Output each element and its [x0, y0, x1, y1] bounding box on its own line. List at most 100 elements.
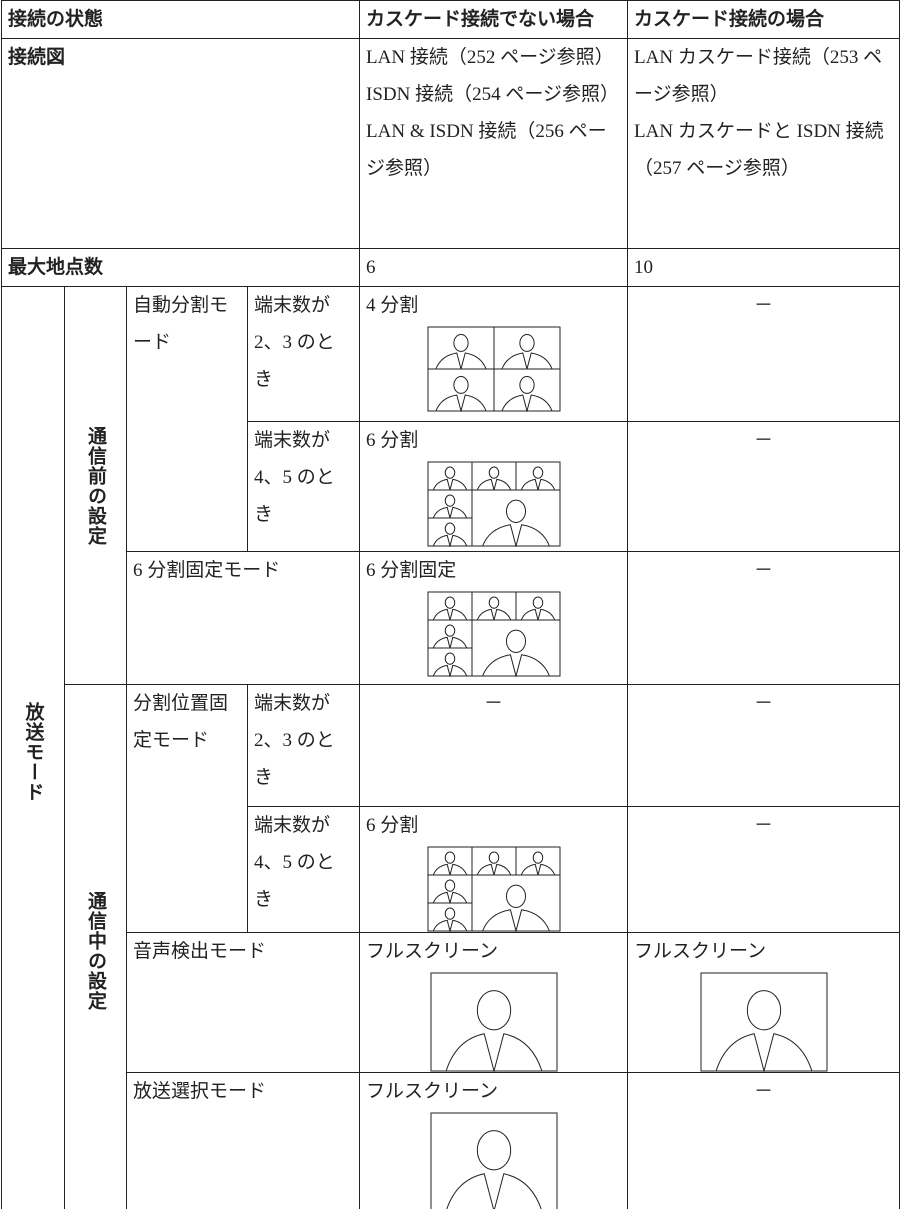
- head: [488, 596, 499, 609]
- mode-name: 分割位置固定モード: [126, 684, 248, 933]
- shoulders: [432, 919, 467, 932]
- mode-name: 放送選択モード: [125, 1072, 361, 1209]
- layout-text: フルスクリーン: [366, 1081, 499, 1102]
- screen-thumbnail: [430, 1112, 558, 1209]
- mode-name: 6 分割固定モード: [125, 551, 361, 685]
- head: [518, 376, 535, 394]
- head: [444, 624, 455, 637]
- layout-text: 6 分割: [366, 815, 419, 836]
- head: [444, 879, 455, 892]
- frame: [471, 489, 561, 547]
- frame: [427, 647, 473, 677]
- mode-name: 音声検出モード: [125, 932, 361, 1073]
- cell: フルスクリーン: [359, 1072, 629, 1209]
- layout-text: 6 分割固定: [366, 560, 457, 581]
- layout-text: フルスクリーン: [366, 941, 499, 962]
- cell: フルスクリーン: [627, 932, 900, 1073]
- head: [532, 596, 543, 609]
- thumbnail: [430, 1112, 558, 1209]
- thumbnail: [427, 326, 561, 412]
- header-cell: 接続の状態: [0, 0, 361, 39]
- header-cell: カスケード接続でない場合: [359, 0, 629, 39]
- condition: 端末数が 4、5 のとき: [246, 421, 361, 552]
- shoulders: [715, 1033, 812, 1072]
- reference: LAN カスケード接続（253 ページ参照）: [634, 47, 883, 105]
- frame: [427, 368, 495, 412]
- condition: 端末数が 4、5 のとき: [246, 806, 361, 933]
- head: [444, 522, 455, 535]
- screen-thumbnail: [427, 591, 561, 677]
- shoulders: [434, 394, 487, 412]
- head: [505, 629, 526, 653]
- condition: 端末数が 2、3 のとき: [246, 286, 361, 422]
- head: [532, 851, 543, 864]
- reference: LAN 接続（252 ページ参照）: [366, 47, 614, 68]
- frame: [471, 619, 561, 677]
- header-cell: カスケード接続の場合: [627, 0, 900, 39]
- frame: [427, 846, 473, 876]
- mode-name: 自動分割モード: [126, 286, 248, 552]
- screen-thumbnail: [427, 846, 561, 932]
- frame: [700, 972, 828, 1072]
- head: [444, 851, 455, 864]
- cell: フルスクリーン: [359, 932, 629, 1073]
- shoulders: [432, 534, 467, 547]
- frame: [471, 461, 517, 491]
- frame: [427, 874, 473, 904]
- cell: －: [627, 421, 900, 552]
- thumbnail: [427, 461, 561, 547]
- head: [452, 376, 469, 394]
- frame: [427, 326, 495, 370]
- frame: [427, 489, 473, 519]
- frame: [515, 591, 561, 621]
- screen-thumbnail: [700, 972, 828, 1072]
- head: [452, 334, 469, 352]
- cell: 6 分割固定: [359, 551, 629, 685]
- thumbnail: [427, 591, 561, 677]
- head: [444, 652, 455, 665]
- head: [505, 884, 526, 908]
- cell: 10: [627, 248, 900, 287]
- screen-thumbnail: [427, 326, 561, 412]
- shoulders: [481, 654, 550, 677]
- screen-thumbnail: [427, 461, 561, 547]
- head: [532, 466, 543, 479]
- reference: LAN カスケードと ISDN 接続（257 ページ参照）: [634, 121, 884, 179]
- head: [476, 990, 511, 1031]
- reference: ISDN 接続（254 ページ参照）: [366, 84, 619, 105]
- cell: LAN 接続（252 ページ参照） ISDN 接続（254 ページ参照） LAN…: [359, 38, 629, 249]
- group-label: 通信前の設定: [64, 286, 127, 685]
- cell: 4 分割: [359, 286, 629, 422]
- thumbnail: [430, 972, 558, 1072]
- head: [505, 499, 526, 523]
- group-label: 放送モード: [1, 286, 65, 1209]
- head: [488, 851, 499, 864]
- frame: [427, 461, 473, 491]
- frame: [493, 368, 561, 412]
- head: [444, 907, 455, 920]
- head: [444, 596, 455, 609]
- layout-text: フルスクリーン: [634, 941, 767, 962]
- frame: [471, 591, 517, 621]
- frame: [471, 846, 517, 876]
- layout-text: 4 分割: [366, 295, 419, 316]
- frame: [430, 972, 558, 1072]
- cell: 6 分割: [359, 806, 629, 933]
- cell: 6: [359, 248, 629, 287]
- shoulders: [500, 394, 553, 412]
- layout-text: 6 分割: [366, 430, 419, 451]
- head: [518, 334, 535, 352]
- head: [488, 466, 499, 479]
- cell: －: [627, 684, 900, 807]
- frame: [493, 326, 561, 370]
- shoulders: [481, 909, 550, 932]
- condition: 端末数が 2、3 のとき: [246, 684, 361, 807]
- head: [746, 990, 781, 1031]
- frame: [427, 591, 473, 621]
- head: [444, 494, 455, 507]
- frame: [471, 874, 561, 932]
- row-label: 接続図: [0, 38, 361, 249]
- shoulders: [445, 1033, 542, 1072]
